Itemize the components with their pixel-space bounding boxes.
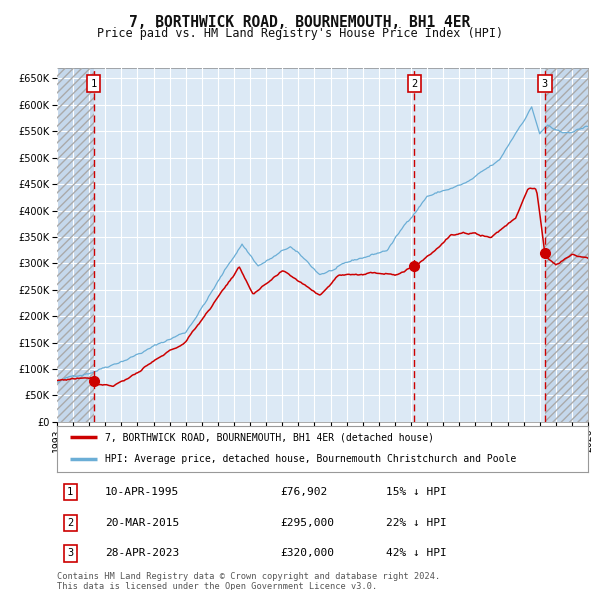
Text: 1: 1 [91, 79, 97, 88]
Text: HPI: Average price, detached house, Bournemouth Christchurch and Poole: HPI: Average price, detached house, Bour… [105, 454, 516, 464]
Text: 7, BORTHWICK ROAD, BOURNEMOUTH, BH1 4ER: 7, BORTHWICK ROAD, BOURNEMOUTH, BH1 4ER [130, 15, 470, 30]
Text: 2: 2 [411, 79, 418, 88]
Text: 22% ↓ HPI: 22% ↓ HPI [386, 518, 447, 527]
Text: 2: 2 [67, 518, 73, 527]
Text: 28-APR-2023: 28-APR-2023 [105, 549, 179, 558]
Text: Contains HM Land Registry data © Crown copyright and database right 2024.
This d: Contains HM Land Registry data © Crown c… [57, 572, 440, 590]
Text: 3: 3 [542, 79, 548, 88]
Text: £320,000: £320,000 [280, 549, 334, 558]
Polygon shape [57, 68, 94, 422]
Text: 20-MAR-2015: 20-MAR-2015 [105, 518, 179, 527]
Text: 1: 1 [67, 487, 73, 497]
Text: 3: 3 [67, 549, 73, 558]
Polygon shape [545, 68, 588, 422]
Text: £295,000: £295,000 [280, 518, 334, 527]
Text: Price paid vs. HM Land Registry's House Price Index (HPI): Price paid vs. HM Land Registry's House … [97, 27, 503, 40]
Text: 15% ↓ HPI: 15% ↓ HPI [386, 487, 447, 497]
Text: 10-APR-1995: 10-APR-1995 [105, 487, 179, 497]
Text: £76,902: £76,902 [280, 487, 327, 497]
Text: 7, BORTHWICK ROAD, BOURNEMOUTH, BH1 4ER (detached house): 7, BORTHWICK ROAD, BOURNEMOUTH, BH1 4ER … [105, 432, 434, 442]
Text: 42% ↓ HPI: 42% ↓ HPI [386, 549, 447, 558]
